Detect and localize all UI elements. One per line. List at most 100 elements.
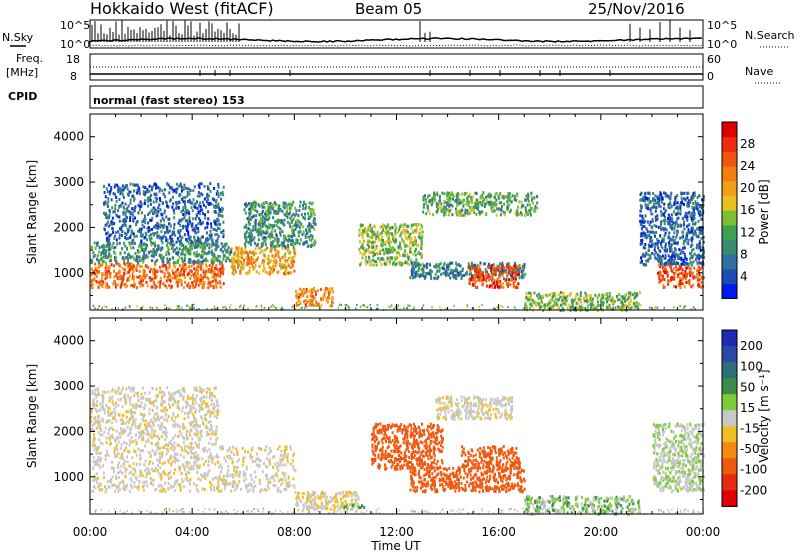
power-echo-cell bbox=[363, 252, 366, 256]
power-echo-cell bbox=[131, 255, 134, 259]
power-echo-cell bbox=[252, 207, 255, 211]
power-echo-cell bbox=[163, 211, 166, 215]
power-echo-cell bbox=[420, 244, 423, 248]
power-echo-cell bbox=[666, 260, 669, 264]
power-echo-cell bbox=[193, 259, 196, 263]
power-echo-cell bbox=[389, 250, 392, 254]
power-echo-cell bbox=[552, 295, 554, 299]
power-echo-cell bbox=[496, 283, 499, 286]
power-echo-cell bbox=[194, 285, 197, 289]
power-echo-cell bbox=[496, 277, 499, 281]
power-echo-cell bbox=[639, 219, 642, 223]
power-echo-cell bbox=[360, 261, 363, 265]
power-echo-cell bbox=[615, 295, 618, 298]
power-echo-cell bbox=[264, 219, 267, 223]
power-echo-cell bbox=[682, 242, 685, 246]
power-echo-cell bbox=[135, 234, 138, 238]
power-echo-cell bbox=[267, 205, 270, 209]
power-echo-cell bbox=[492, 281, 495, 285]
power-speckle bbox=[376, 307, 378, 310]
power-speckle bbox=[103, 305, 105, 308]
power-echo-cell bbox=[214, 210, 217, 214]
power-echo-cell bbox=[414, 263, 417, 266]
power-echo-cell bbox=[647, 259, 649, 263]
power-echo-cell bbox=[669, 225, 672, 229]
power-echo-cell bbox=[249, 260, 252, 264]
power-echo-cell bbox=[555, 301, 558, 305]
power-echo-cell bbox=[526, 212, 529, 216]
power-echo-cell bbox=[667, 279, 669, 283]
power-echo-cell bbox=[559, 291, 562, 294]
power-echo-cell bbox=[157, 280, 160, 284]
power-echo-cell bbox=[121, 184, 124, 188]
power-echo-cell bbox=[133, 281, 136, 285]
power-echo-cell bbox=[111, 227, 114, 231]
power-echo-cell bbox=[436, 191, 438, 195]
power-echo-cell bbox=[138, 245, 140, 249]
power-echo-cell bbox=[207, 198, 210, 202]
power-echo-cell bbox=[210, 251, 213, 255]
power-echo-cell bbox=[300, 222, 303, 226]
power-echo-cell bbox=[285, 210, 288, 214]
power-echo-cell bbox=[264, 248, 267, 252]
power-echo-cell bbox=[261, 221, 264, 225]
power-echo-cell bbox=[436, 203, 438, 207]
power-echo-cell bbox=[698, 205, 701, 209]
power-speckle bbox=[187, 304, 190, 307]
power-echo-cell bbox=[540, 305, 543, 309]
power-echo-cell bbox=[191, 224, 194, 228]
power-echo-cell bbox=[628, 306, 631, 310]
power-echo-cell bbox=[182, 187, 185, 191]
power-echo-cell bbox=[295, 237, 298, 241]
power-echo-cell bbox=[401, 237, 404, 241]
power-echo-cell bbox=[679, 262, 682, 266]
power-speckle bbox=[673, 306, 675, 309]
power-echo-cell bbox=[105, 212, 107, 216]
power-echo-cell bbox=[253, 236, 256, 240]
power-echo-cell bbox=[691, 219, 694, 223]
power-echo-cell bbox=[508, 198, 511, 202]
power-echo-cell bbox=[184, 205, 187, 209]
power-echo-cell bbox=[668, 244, 671, 248]
power-echo-cell bbox=[692, 208, 695, 212]
nsky-label: N.Sky bbox=[2, 31, 34, 44]
power-echo-cell bbox=[151, 227, 154, 231]
date-title: 25/Nov/2016 bbox=[588, 0, 685, 18]
power-echo-cell bbox=[455, 201, 458, 204]
power-echo-cell bbox=[658, 280, 661, 284]
power-echo-cell bbox=[491, 270, 494, 274]
power-echo-cell bbox=[612, 299, 615, 303]
power-echo-cell bbox=[213, 187, 216, 190]
power-echo-cell bbox=[271, 226, 274, 230]
power-echo-cell bbox=[380, 238, 383, 242]
power-echo-cell bbox=[664, 194, 667, 198]
power-echo-cell bbox=[244, 236, 247, 240]
power-echo-cell bbox=[213, 271, 216, 275]
power-echo-cell bbox=[456, 269, 459, 273]
power-echo-cell bbox=[451, 204, 454, 208]
power-echo-cell bbox=[265, 229, 268, 233]
power-echo-cell bbox=[485, 270, 488, 274]
power-echo-cell bbox=[378, 260, 381, 263]
power-echo-cell bbox=[543, 304, 545, 308]
power-echo-cell bbox=[602, 296, 605, 300]
power-speckle bbox=[587, 306, 589, 309]
power-echo-cell bbox=[165, 200, 167, 204]
power-echo-cell bbox=[470, 265, 473, 269]
power-echo-cell bbox=[125, 232, 128, 236]
power-echo-cell bbox=[180, 280, 183, 284]
power-echo-cell bbox=[187, 252, 190, 256]
power-echo-cell bbox=[284, 260, 287, 264]
power-echo-cell bbox=[207, 251, 210, 255]
power-echo-cell bbox=[162, 226, 165, 229]
power-echo-cell bbox=[107, 220, 109, 224]
power-echo-cell bbox=[206, 185, 209, 189]
power-echo-cell bbox=[452, 269, 455, 273]
power-echo-cell bbox=[108, 183, 111, 187]
power-echo-cell bbox=[115, 238, 118, 242]
power-echo-cell bbox=[420, 252, 423, 256]
power-echo-cell bbox=[233, 258, 236, 262]
power-echo-cell bbox=[114, 183, 117, 187]
power-echo-cell bbox=[561, 299, 564, 302]
power-echo-cell bbox=[660, 256, 662, 260]
